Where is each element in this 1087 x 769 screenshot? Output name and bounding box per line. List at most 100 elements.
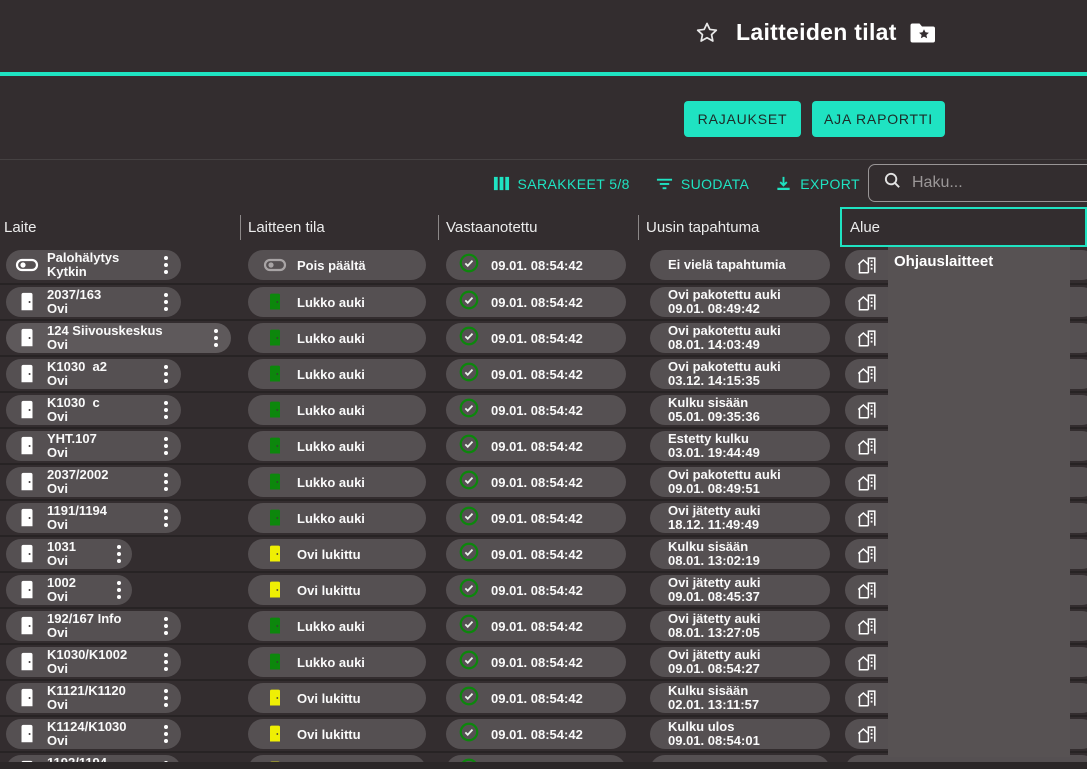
status-door-icon bbox=[263, 436, 287, 456]
search-input[interactable] bbox=[912, 174, 1062, 192]
status-chip[interactable]: Ovi lukittu bbox=[248, 575, 426, 605]
event-chip[interactable]: Ovi pakotettu auki 03.12. 14:15:35 bbox=[650, 359, 830, 389]
column-header-tila[interactable]: Laitteen tila bbox=[240, 207, 438, 247]
device-chip[interactable]: 2037/163 Ovi bbox=[6, 287, 181, 317]
received-chip[interactable]: 09.01. 08:54:42 bbox=[446, 250, 626, 280]
laite-cell: YHT.107 Ovi bbox=[0, 429, 240, 463]
received-chip[interactable]: 09.01. 08:54:42 bbox=[446, 503, 626, 533]
search-box[interactable] bbox=[868, 164, 1087, 202]
event-chip[interactable]: Ovi pakotettu auki 08.01. 14:03:49 bbox=[650, 323, 830, 353]
device-chip[interactable]: 1191/1194 Ovi bbox=[6, 503, 181, 533]
kebab-menu-icon[interactable] bbox=[164, 365, 168, 383]
device-chip[interactable]: K1030 a2 Ovi bbox=[6, 359, 181, 389]
device-chip[interactable]: 192/167 Info Ovi bbox=[6, 611, 181, 641]
device-name: 1002 bbox=[47, 575, 76, 590]
kebab-menu-icon[interactable] bbox=[117, 581, 121, 599]
device-chip[interactable]: Palohälytys Kytkin bbox=[6, 250, 181, 280]
event-chip[interactable]: Estetty kulku 03.01. 19:44:49 bbox=[650, 431, 830, 461]
status-chip[interactable]: Lukko auki bbox=[248, 431, 426, 461]
status-door-icon bbox=[263, 328, 287, 348]
alue-dropdown-option[interactable]: Ohjauslaitteet bbox=[894, 253, 994, 270]
received-time: 09.01. 08:54:42 bbox=[491, 330, 583, 346]
aja-raportti-button[interactable]: AJA RAPORTTI bbox=[812, 101, 945, 137]
received-chip[interactable]: 09.01. 08:54:42 bbox=[446, 323, 626, 353]
received-time: 09.01. 08:54:42 bbox=[491, 402, 583, 418]
kebab-menu-icon[interactable] bbox=[164, 653, 168, 671]
status-chip[interactable]: Lukko auki bbox=[248, 395, 426, 425]
favorite-star-icon[interactable] bbox=[694, 20, 720, 46]
device-chip[interactable]: 1002 Ovi bbox=[6, 575, 132, 605]
event-chip[interactable]: Ovi pakotettu auki 09.01. 08:49:42 bbox=[650, 287, 830, 317]
received-chip[interactable]: 09.01. 08:54:42 bbox=[446, 647, 626, 677]
received-chip[interactable]: 09.01. 08:54:42 bbox=[446, 467, 626, 497]
kebab-menu-icon[interactable] bbox=[164, 256, 168, 274]
event-label: Ovi jätetty auki bbox=[668, 503, 761, 518]
building-icon bbox=[854, 291, 880, 313]
tila-cell: Lukko auki bbox=[240, 609, 438, 643]
device-chip[interactable]: K1030 c Ovi bbox=[6, 395, 181, 425]
received-chip[interactable]: 09.01. 08:54:42 bbox=[446, 611, 626, 641]
building-icon bbox=[854, 651, 880, 673]
status-chip[interactable]: Ovi lukittu bbox=[248, 539, 426, 569]
received-chip[interactable]: 09.01. 08:54:42 bbox=[446, 395, 626, 425]
export-button[interactable]: EXPORT bbox=[775, 175, 860, 192]
kebab-menu-icon[interactable] bbox=[164, 689, 168, 707]
event-chip[interactable]: Ovi jätetty auki 09.01. 08:54:27 bbox=[650, 647, 830, 677]
status-chip[interactable]: Lukko auki bbox=[248, 467, 426, 497]
status-chip[interactable]: Lukko auki bbox=[248, 323, 426, 353]
column-header-vastaanotettu[interactable]: Vastaanotettu bbox=[438, 207, 638, 247]
device-chip[interactable]: YHT.107 Ovi bbox=[6, 431, 181, 461]
status-chip[interactable]: Lukko auki bbox=[248, 503, 426, 533]
status-chip[interactable]: Pois päältä bbox=[248, 250, 426, 280]
filter-button[interactable]: SUODATA bbox=[656, 175, 749, 192]
status-door-icon bbox=[263, 544, 287, 564]
status-chip[interactable]: Ovi lukittu bbox=[248, 719, 426, 749]
status-chip[interactable]: Lukko auki bbox=[248, 359, 426, 389]
status-chip[interactable]: Ovi lukittu bbox=[248, 683, 426, 713]
event-chip[interactable]: Ovi jätetty auki 09.01. 08:45:37 bbox=[650, 575, 830, 605]
laite-cell: 1191/1194 Ovi bbox=[0, 501, 240, 535]
event-chip[interactable]: Ei vielä tapahtumia bbox=[650, 250, 830, 280]
received-chip[interactable]: 09.01. 08:54:42 bbox=[446, 359, 626, 389]
rajaukset-button[interactable]: RAJAUKSET bbox=[684, 101, 801, 137]
kebab-menu-icon[interactable] bbox=[164, 617, 168, 635]
event-chip[interactable]: Ovi pakotettu auki 09.01. 08:49:51 bbox=[650, 467, 830, 497]
event-chip[interactable]: Kulku sisään 02.01. 13:11:57 bbox=[650, 683, 830, 713]
status-chip[interactable]: Lukko auki bbox=[248, 647, 426, 677]
tila-cell: Ovi lukittu bbox=[240, 681, 438, 715]
device-chip[interactable]: K1030/K1002 Ovi bbox=[6, 647, 181, 677]
kebab-menu-icon[interactable] bbox=[164, 437, 168, 455]
kebab-menu-icon[interactable] bbox=[164, 401, 168, 419]
door-icon bbox=[14, 615, 40, 637]
received-chip[interactable]: 09.01. 08:54:42 bbox=[446, 539, 626, 569]
status-label: Lukko auki bbox=[297, 654, 365, 670]
device-chip[interactable]: 1031 Ovi bbox=[6, 539, 132, 569]
folder-star-icon[interactable] bbox=[909, 22, 937, 44]
event-chip[interactable]: Kulku sisään 05.01. 09:35:36 bbox=[650, 395, 830, 425]
column-header-tapahtuma[interactable]: Uusin tapahtuma bbox=[638, 207, 840, 247]
event-chip[interactable]: Ovi jätetty auki 18.12. 11:49:49 bbox=[650, 503, 830, 533]
status-chip[interactable]: Lukko auki bbox=[248, 611, 426, 641]
kebab-menu-icon[interactable] bbox=[164, 725, 168, 743]
device-chip[interactable]: 2037/2002 Ovi bbox=[6, 467, 181, 497]
received-chip[interactable]: 09.01. 08:54:42 bbox=[446, 719, 626, 749]
kebab-menu-icon[interactable] bbox=[164, 509, 168, 527]
received-chip[interactable]: 09.01. 08:54:42 bbox=[446, 575, 626, 605]
column-header-alue[interactable]: Alue bbox=[840, 207, 1087, 247]
received-chip[interactable]: 09.01. 08:54:42 bbox=[446, 683, 626, 713]
event-chip[interactable]: Kulku sisään 08.01. 13:02:19 bbox=[650, 539, 830, 569]
status-chip[interactable]: Lukko auki bbox=[248, 287, 426, 317]
device-chip[interactable]: 124 Siivouskeskus Ovi bbox=[6, 323, 231, 353]
device-chip[interactable]: K1121/K1120 Ovi bbox=[6, 683, 181, 713]
device-chip[interactable]: K1124/K1030 Ovi bbox=[6, 719, 181, 749]
kebab-menu-icon[interactable] bbox=[164, 293, 168, 311]
columns-button[interactable]: SARAKKEET 5/8 bbox=[493, 175, 630, 192]
column-header-laite[interactable]: Laite bbox=[4, 218, 37, 236]
event-chip[interactable]: Kulku ulos 09.01. 08:54:01 bbox=[650, 719, 830, 749]
kebab-menu-icon[interactable] bbox=[117, 545, 121, 563]
event-chip[interactable]: Ovi jätetty auki 08.01. 13:27:05 bbox=[650, 611, 830, 641]
kebab-menu-icon[interactable] bbox=[214, 329, 218, 347]
received-chip[interactable]: 09.01. 08:54:42 bbox=[446, 431, 626, 461]
received-chip[interactable]: 09.01. 08:54:42 bbox=[446, 287, 626, 317]
kebab-menu-icon[interactable] bbox=[164, 473, 168, 491]
